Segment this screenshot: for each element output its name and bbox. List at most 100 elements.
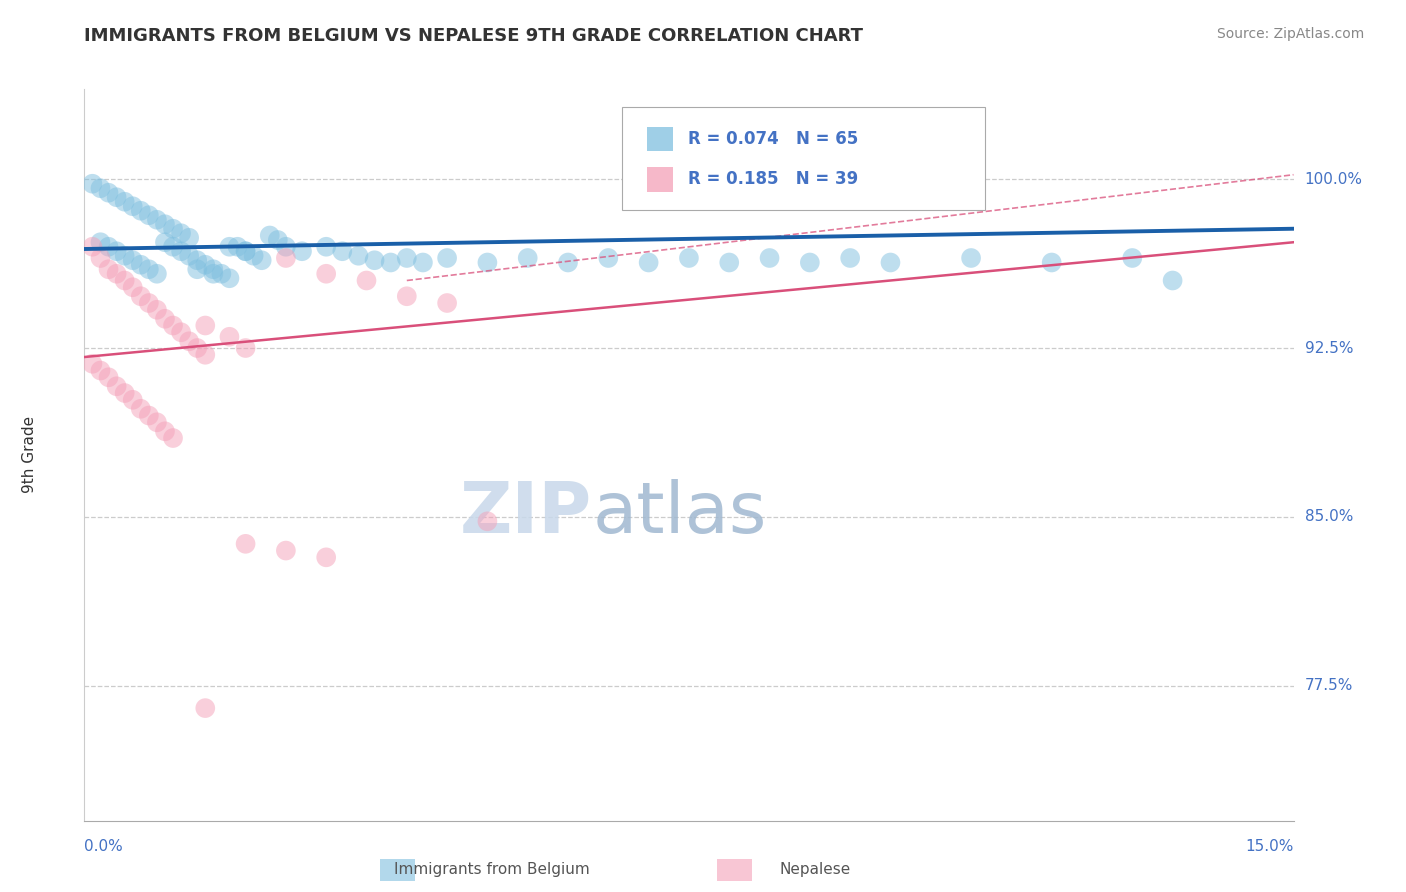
Point [153,425,176,439]
Point [162,221,184,235]
Point [170,244,193,259]
Point [363,253,385,268]
Point [477,255,499,269]
Point [179,231,201,245]
Point [97,240,120,254]
Point [347,249,370,263]
Point [242,249,264,263]
Point [315,550,337,565]
Point [105,190,128,204]
Text: R = 0.185   N = 39: R = 0.185 N = 39 [688,170,858,188]
Text: IMMIGRANTS FROM BELGIUM VS NEPALESE 9TH GRADE CORRELATION CHART: IMMIGRANTS FROM BELGIUM VS NEPALESE 9TH … [84,27,863,45]
Text: atlas: atlas [592,479,766,548]
Point [1121,251,1143,265]
Point [412,255,434,269]
Point [138,296,160,310]
Point [218,240,240,254]
Point [121,280,143,294]
Point [235,341,257,355]
Point [267,233,290,247]
FancyBboxPatch shape [623,108,986,210]
Point [89,235,111,250]
Point [202,267,225,281]
Point [356,273,378,287]
Point [170,325,193,339]
Point [637,255,659,269]
Point [114,386,136,401]
Point [121,253,143,268]
Text: 0.0%: 0.0% [84,838,124,854]
Point [274,251,297,265]
Point [146,415,169,429]
Point [1040,255,1063,269]
Point [516,251,538,265]
Point [758,251,780,265]
Point [97,186,120,200]
Point [186,262,208,277]
Point [194,701,217,715]
Point [129,289,152,303]
Point [146,212,169,227]
Point [380,255,402,269]
Point [250,253,273,268]
Point [436,251,458,265]
Point [153,311,176,326]
Point [194,348,217,362]
Point [194,318,217,333]
Point [202,262,225,277]
Point [179,334,201,349]
Point [839,251,862,265]
Point [274,543,297,558]
Point [105,267,128,281]
Point [960,251,983,265]
Text: Nepalese: Nepalese [780,863,851,877]
Point [477,514,499,528]
Point [186,253,208,268]
Point [291,244,314,259]
Point [557,255,579,269]
Point [395,289,418,303]
Point [598,251,620,265]
Text: 85.0%: 85.0% [1305,509,1353,524]
Point [218,271,240,285]
Point [82,240,104,254]
Bar [647,128,673,152]
Point [235,244,257,259]
Point [89,181,111,195]
Point [82,357,104,371]
Point [105,379,128,393]
Text: R = 0.074   N = 65: R = 0.074 N = 65 [688,130,858,148]
Point [138,409,160,423]
Point [114,249,136,263]
Point [89,251,111,265]
Point [121,199,143,213]
Text: ZIP: ZIP [460,479,592,548]
Text: 15.0%: 15.0% [1246,838,1294,854]
Text: Immigrants from Belgium: Immigrants from Belgium [394,863,591,877]
Point [879,255,901,269]
Point [259,228,281,243]
Point [89,363,111,377]
Point [146,302,169,317]
Point [129,258,152,272]
Point [162,240,184,254]
Point [121,392,143,407]
Point [170,226,193,240]
Point [194,258,217,272]
Point [330,244,353,259]
Point [315,267,337,281]
Point [114,273,136,287]
Point [162,431,184,445]
Point [209,267,232,281]
Text: Source: ZipAtlas.com: Source: ZipAtlas.com [1216,27,1364,41]
Point [235,244,257,259]
Point [799,255,821,269]
Point [235,537,257,551]
Point [97,262,120,277]
Text: 92.5%: 92.5% [1305,341,1353,356]
Point [436,296,458,310]
Point [395,251,418,265]
Text: 9th Grade: 9th Grade [22,417,38,493]
Point [138,262,160,277]
Point [718,255,741,269]
